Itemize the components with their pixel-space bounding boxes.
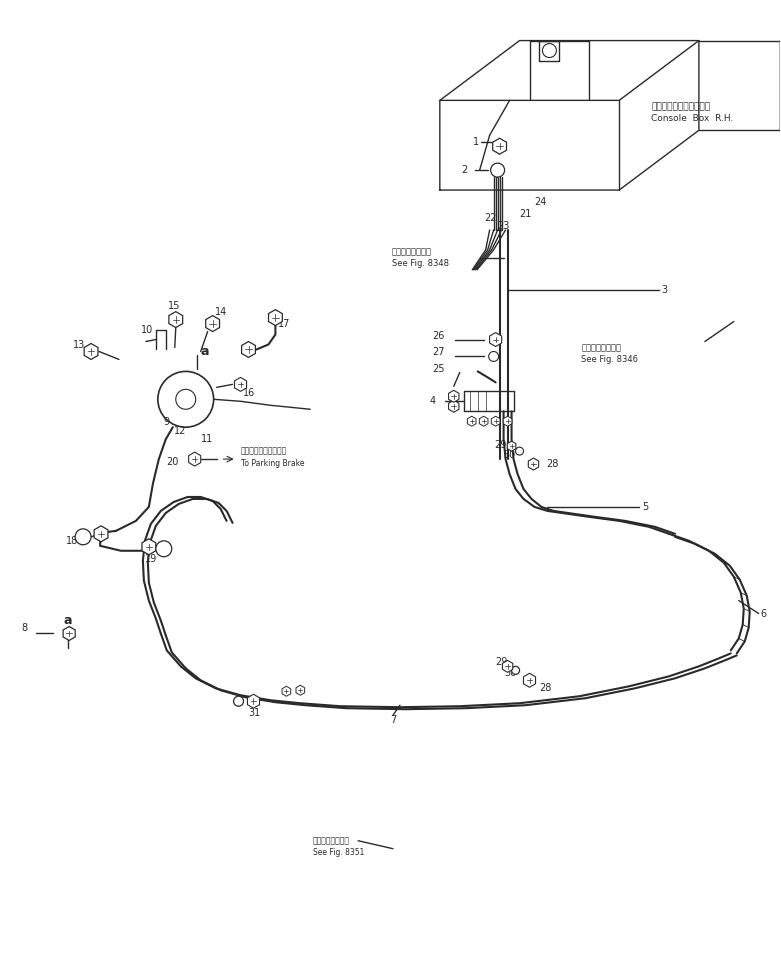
Polygon shape	[467, 417, 476, 426]
Text: See Fig. 8351: See Fig. 8351	[312, 848, 364, 857]
Circle shape	[543, 44, 556, 57]
Polygon shape	[142, 539, 155, 554]
Polygon shape	[169, 312, 183, 328]
Polygon shape	[234, 377, 247, 391]
Text: See Fig. 8346: See Fig. 8346	[581, 355, 638, 363]
Text: 13: 13	[73, 340, 85, 351]
Text: 22: 22	[485, 213, 497, 223]
Text: 27: 27	[432, 348, 444, 358]
Circle shape	[489, 352, 498, 361]
Text: 25: 25	[432, 364, 444, 374]
Circle shape	[156, 541, 172, 557]
Polygon shape	[63, 627, 75, 641]
Circle shape	[158, 371, 214, 427]
Polygon shape	[502, 660, 513, 672]
Text: 4: 4	[430, 396, 436, 406]
Polygon shape	[189, 453, 201, 466]
Text: 19: 19	[145, 553, 157, 564]
Polygon shape	[205, 316, 219, 331]
Text: 17: 17	[278, 319, 291, 328]
Text: 11: 11	[201, 434, 213, 444]
Polygon shape	[248, 694, 259, 708]
Text: 16: 16	[243, 389, 255, 398]
Polygon shape	[528, 458, 539, 470]
Polygon shape	[480, 417, 488, 426]
Text: 21: 21	[519, 209, 532, 219]
Polygon shape	[95, 526, 108, 542]
Text: a: a	[201, 345, 209, 358]
Polygon shape	[84, 343, 98, 359]
Text: 14: 14	[215, 306, 226, 317]
Polygon shape	[503, 417, 512, 426]
Text: 29: 29	[494, 440, 507, 451]
Circle shape	[75, 529, 91, 545]
Polygon shape	[282, 686, 291, 697]
Text: 第８３４６図参照: 第８３４６図参照	[581, 343, 621, 352]
Polygon shape	[241, 341, 255, 358]
Text: 23: 23	[497, 221, 510, 231]
Text: 12: 12	[174, 426, 186, 436]
Text: 28: 28	[547, 459, 559, 469]
Polygon shape	[448, 391, 459, 402]
Text: 7: 7	[390, 715, 396, 725]
Text: 第８３４８図参照: 第８３４８図参照	[392, 247, 432, 257]
Circle shape	[234, 697, 244, 706]
Text: 18: 18	[66, 536, 78, 546]
Polygon shape	[490, 332, 501, 347]
Text: 第８３５１図参照: 第８３５１図参照	[312, 836, 350, 845]
Polygon shape	[296, 685, 305, 695]
Polygon shape	[507, 441, 516, 452]
Text: 2: 2	[462, 165, 468, 175]
Polygon shape	[491, 417, 500, 426]
Text: 10: 10	[141, 325, 153, 334]
Polygon shape	[269, 310, 282, 326]
Circle shape	[490, 163, 505, 177]
Text: パーキングブレーキへ: パーキングブレーキへ	[241, 447, 287, 455]
Text: 30: 30	[504, 451, 515, 460]
Polygon shape	[493, 139, 507, 154]
Text: 28: 28	[540, 683, 552, 693]
Text: 24: 24	[534, 197, 547, 207]
Polygon shape	[448, 400, 459, 412]
Text: 20: 20	[166, 457, 178, 467]
Circle shape	[515, 447, 523, 455]
Text: 26: 26	[432, 330, 444, 340]
Text: 6: 6	[761, 609, 767, 618]
Text: 15: 15	[168, 300, 180, 311]
Text: See Fig. 8348: See Fig. 8348	[392, 260, 449, 268]
Polygon shape	[523, 673, 536, 687]
Text: 8: 8	[21, 623, 27, 634]
Circle shape	[512, 667, 519, 674]
Text: To Parking Brake: To Parking Brake	[241, 458, 304, 468]
Text: 31: 31	[248, 708, 261, 718]
Text: 1: 1	[473, 138, 479, 147]
Text: 29: 29	[496, 657, 508, 668]
Text: 30: 30	[505, 669, 517, 678]
Text: Console  Box  R.H.: Console Box R.H.	[651, 114, 733, 123]
Text: 5: 5	[642, 502, 648, 512]
Text: a: a	[63, 614, 72, 627]
Text: 9: 9	[164, 418, 170, 427]
Text: コンソールボックス　右: コンソールボックス 右	[651, 102, 711, 111]
Circle shape	[176, 390, 196, 409]
Text: 3: 3	[661, 285, 667, 295]
